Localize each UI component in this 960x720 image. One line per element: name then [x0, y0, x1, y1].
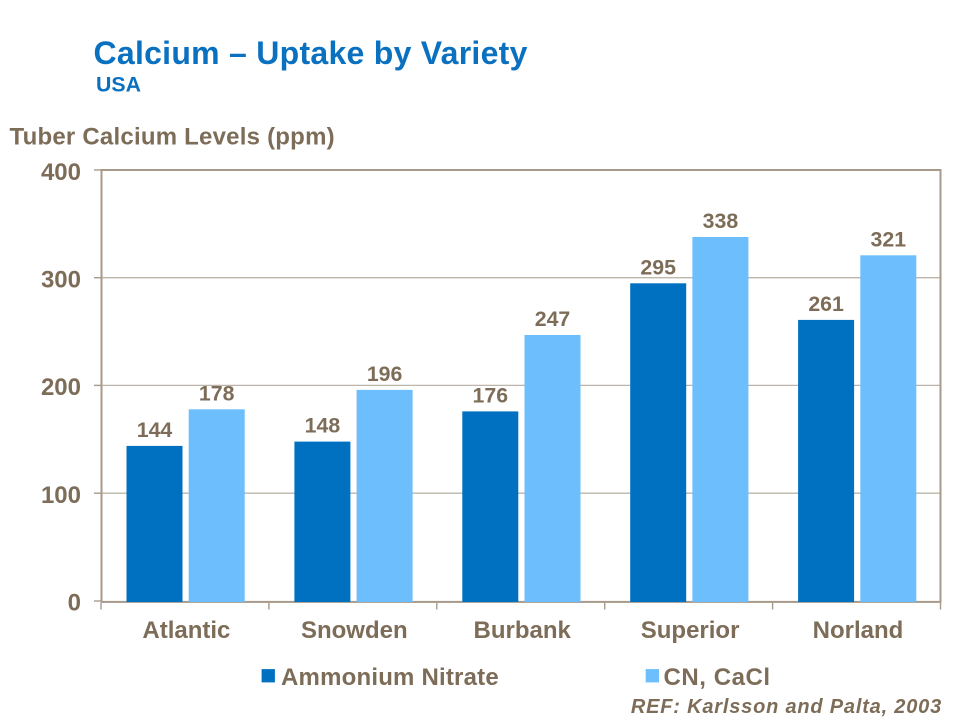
svg-text:Burbank: Burbank: [474, 617, 572, 644]
svg-text:176: 176: [473, 383, 509, 407]
svg-text:178: 178: [199, 381, 235, 405]
svg-text:CN, CaCl: CN, CaCl: [664, 664, 771, 691]
svg-text:Snowden: Snowden: [301, 617, 408, 644]
svg-text:338: 338: [703, 209, 739, 233]
svg-text:Norland: Norland: [813, 617, 904, 644]
svg-text:200: 200: [41, 374, 81, 401]
svg-text:Ammonium Nitrate: Ammonium Nitrate: [281, 664, 499, 691]
svg-text:300: 300: [41, 267, 81, 294]
svg-text:100: 100: [41, 482, 81, 509]
svg-text:Calcium – Uptake by Variety: Calcium – Uptake by Variety: [94, 35, 528, 71]
svg-text:321: 321: [871, 227, 907, 251]
svg-text:REF: Karlsson and Palta, 2003: REF: Karlsson and Palta, 2003: [631, 696, 942, 718]
svg-text:247: 247: [535, 307, 571, 331]
svg-text:Atlantic: Atlantic: [142, 617, 230, 644]
svg-text:148: 148: [305, 414, 341, 438]
svg-text:400: 400: [41, 159, 81, 186]
svg-text:USA: USA: [96, 72, 141, 96]
svg-text:Superior: Superior: [641, 617, 740, 644]
svg-text:196: 196: [367, 362, 403, 386]
svg-text:0: 0: [68, 590, 81, 617]
svg-text:Tuber Calcium Levels (ppm): Tuber Calcium Levels (ppm): [10, 124, 335, 151]
svg-text:295: 295: [640, 255, 676, 279]
svg-text:261: 261: [808, 292, 844, 316]
svg-text:144: 144: [137, 418, 173, 442]
